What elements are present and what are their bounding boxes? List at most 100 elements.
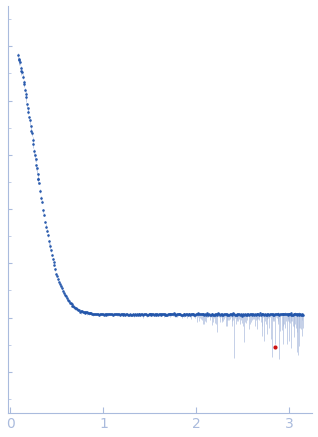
Point — [204, 311, 209, 318]
Point — [38, 187, 43, 194]
Point — [43, 223, 48, 230]
Point — [214, 311, 219, 318]
Point — [80, 309, 86, 316]
Point — [20, 73, 25, 80]
Point — [120, 311, 125, 318]
Point — [193, 311, 198, 318]
Point — [280, 310, 285, 317]
Point — [173, 311, 178, 318]
Point — [76, 306, 81, 313]
Point — [252, 311, 258, 318]
Point — [253, 311, 258, 318]
Point — [153, 311, 158, 318]
Point — [269, 310, 274, 317]
Point — [45, 232, 50, 239]
Point — [248, 311, 253, 318]
Point — [169, 310, 175, 317]
Point — [74, 305, 79, 312]
Point — [291, 310, 296, 317]
Point — [187, 311, 192, 318]
Point — [213, 311, 218, 318]
Point — [258, 312, 263, 319]
Point — [36, 175, 41, 182]
Point — [148, 311, 153, 318]
Point — [36, 176, 41, 183]
Point — [46, 237, 51, 244]
Point — [93, 311, 99, 318]
Point — [223, 311, 228, 318]
Point — [117, 311, 122, 318]
Point — [79, 307, 84, 314]
Point — [16, 55, 21, 62]
Point — [249, 311, 254, 318]
Point — [88, 310, 93, 317]
Point — [100, 311, 105, 318]
Point — [41, 211, 46, 218]
Point — [64, 295, 69, 302]
Point — [156, 311, 161, 318]
Point — [63, 293, 68, 300]
Point — [48, 246, 53, 253]
Point — [201, 311, 206, 318]
Point — [219, 311, 224, 318]
Point — [177, 311, 182, 318]
Point — [228, 311, 233, 318]
Point — [268, 311, 273, 318]
Point — [26, 108, 31, 115]
Point — [31, 141, 36, 148]
Point — [230, 310, 235, 317]
Point — [65, 296, 70, 303]
Point — [264, 311, 269, 318]
Point — [272, 311, 277, 318]
Point — [130, 311, 135, 318]
Point — [134, 310, 139, 317]
Point — [121, 311, 126, 318]
Point — [83, 309, 88, 316]
Point — [59, 283, 64, 290]
Point — [125, 310, 130, 317]
Point — [203, 311, 208, 318]
Point — [142, 311, 147, 318]
Point — [282, 310, 287, 317]
Point — [31, 147, 37, 154]
Point — [67, 299, 72, 306]
Point — [290, 312, 295, 319]
Point — [30, 136, 35, 143]
Point — [143, 311, 149, 318]
Point — [300, 311, 305, 318]
Point — [106, 311, 111, 318]
Point — [168, 311, 173, 318]
Point — [97, 311, 102, 318]
Point — [24, 101, 30, 108]
Point — [51, 259, 56, 266]
Point — [273, 311, 278, 318]
Point — [226, 311, 231, 318]
Point — [209, 310, 214, 317]
Point — [170, 311, 176, 318]
Point — [136, 311, 141, 318]
Point — [71, 302, 76, 309]
Point — [105, 311, 110, 318]
Point — [140, 310, 145, 317]
Point — [179, 312, 184, 319]
Point — [200, 311, 205, 318]
Point — [166, 311, 171, 318]
Point — [217, 311, 222, 318]
Point — [124, 311, 129, 318]
Point — [47, 242, 52, 249]
Point — [101, 311, 106, 318]
Point — [110, 311, 115, 318]
Point — [92, 310, 97, 317]
Point — [203, 311, 208, 318]
Point — [119, 311, 124, 318]
Point — [217, 312, 222, 319]
Point — [107, 310, 112, 317]
Point — [277, 311, 282, 318]
Point — [89, 310, 94, 317]
Point — [56, 275, 61, 282]
Point — [128, 311, 133, 318]
Point — [160, 311, 165, 318]
Point — [220, 311, 225, 318]
Point — [161, 310, 166, 317]
Point — [152, 310, 157, 317]
